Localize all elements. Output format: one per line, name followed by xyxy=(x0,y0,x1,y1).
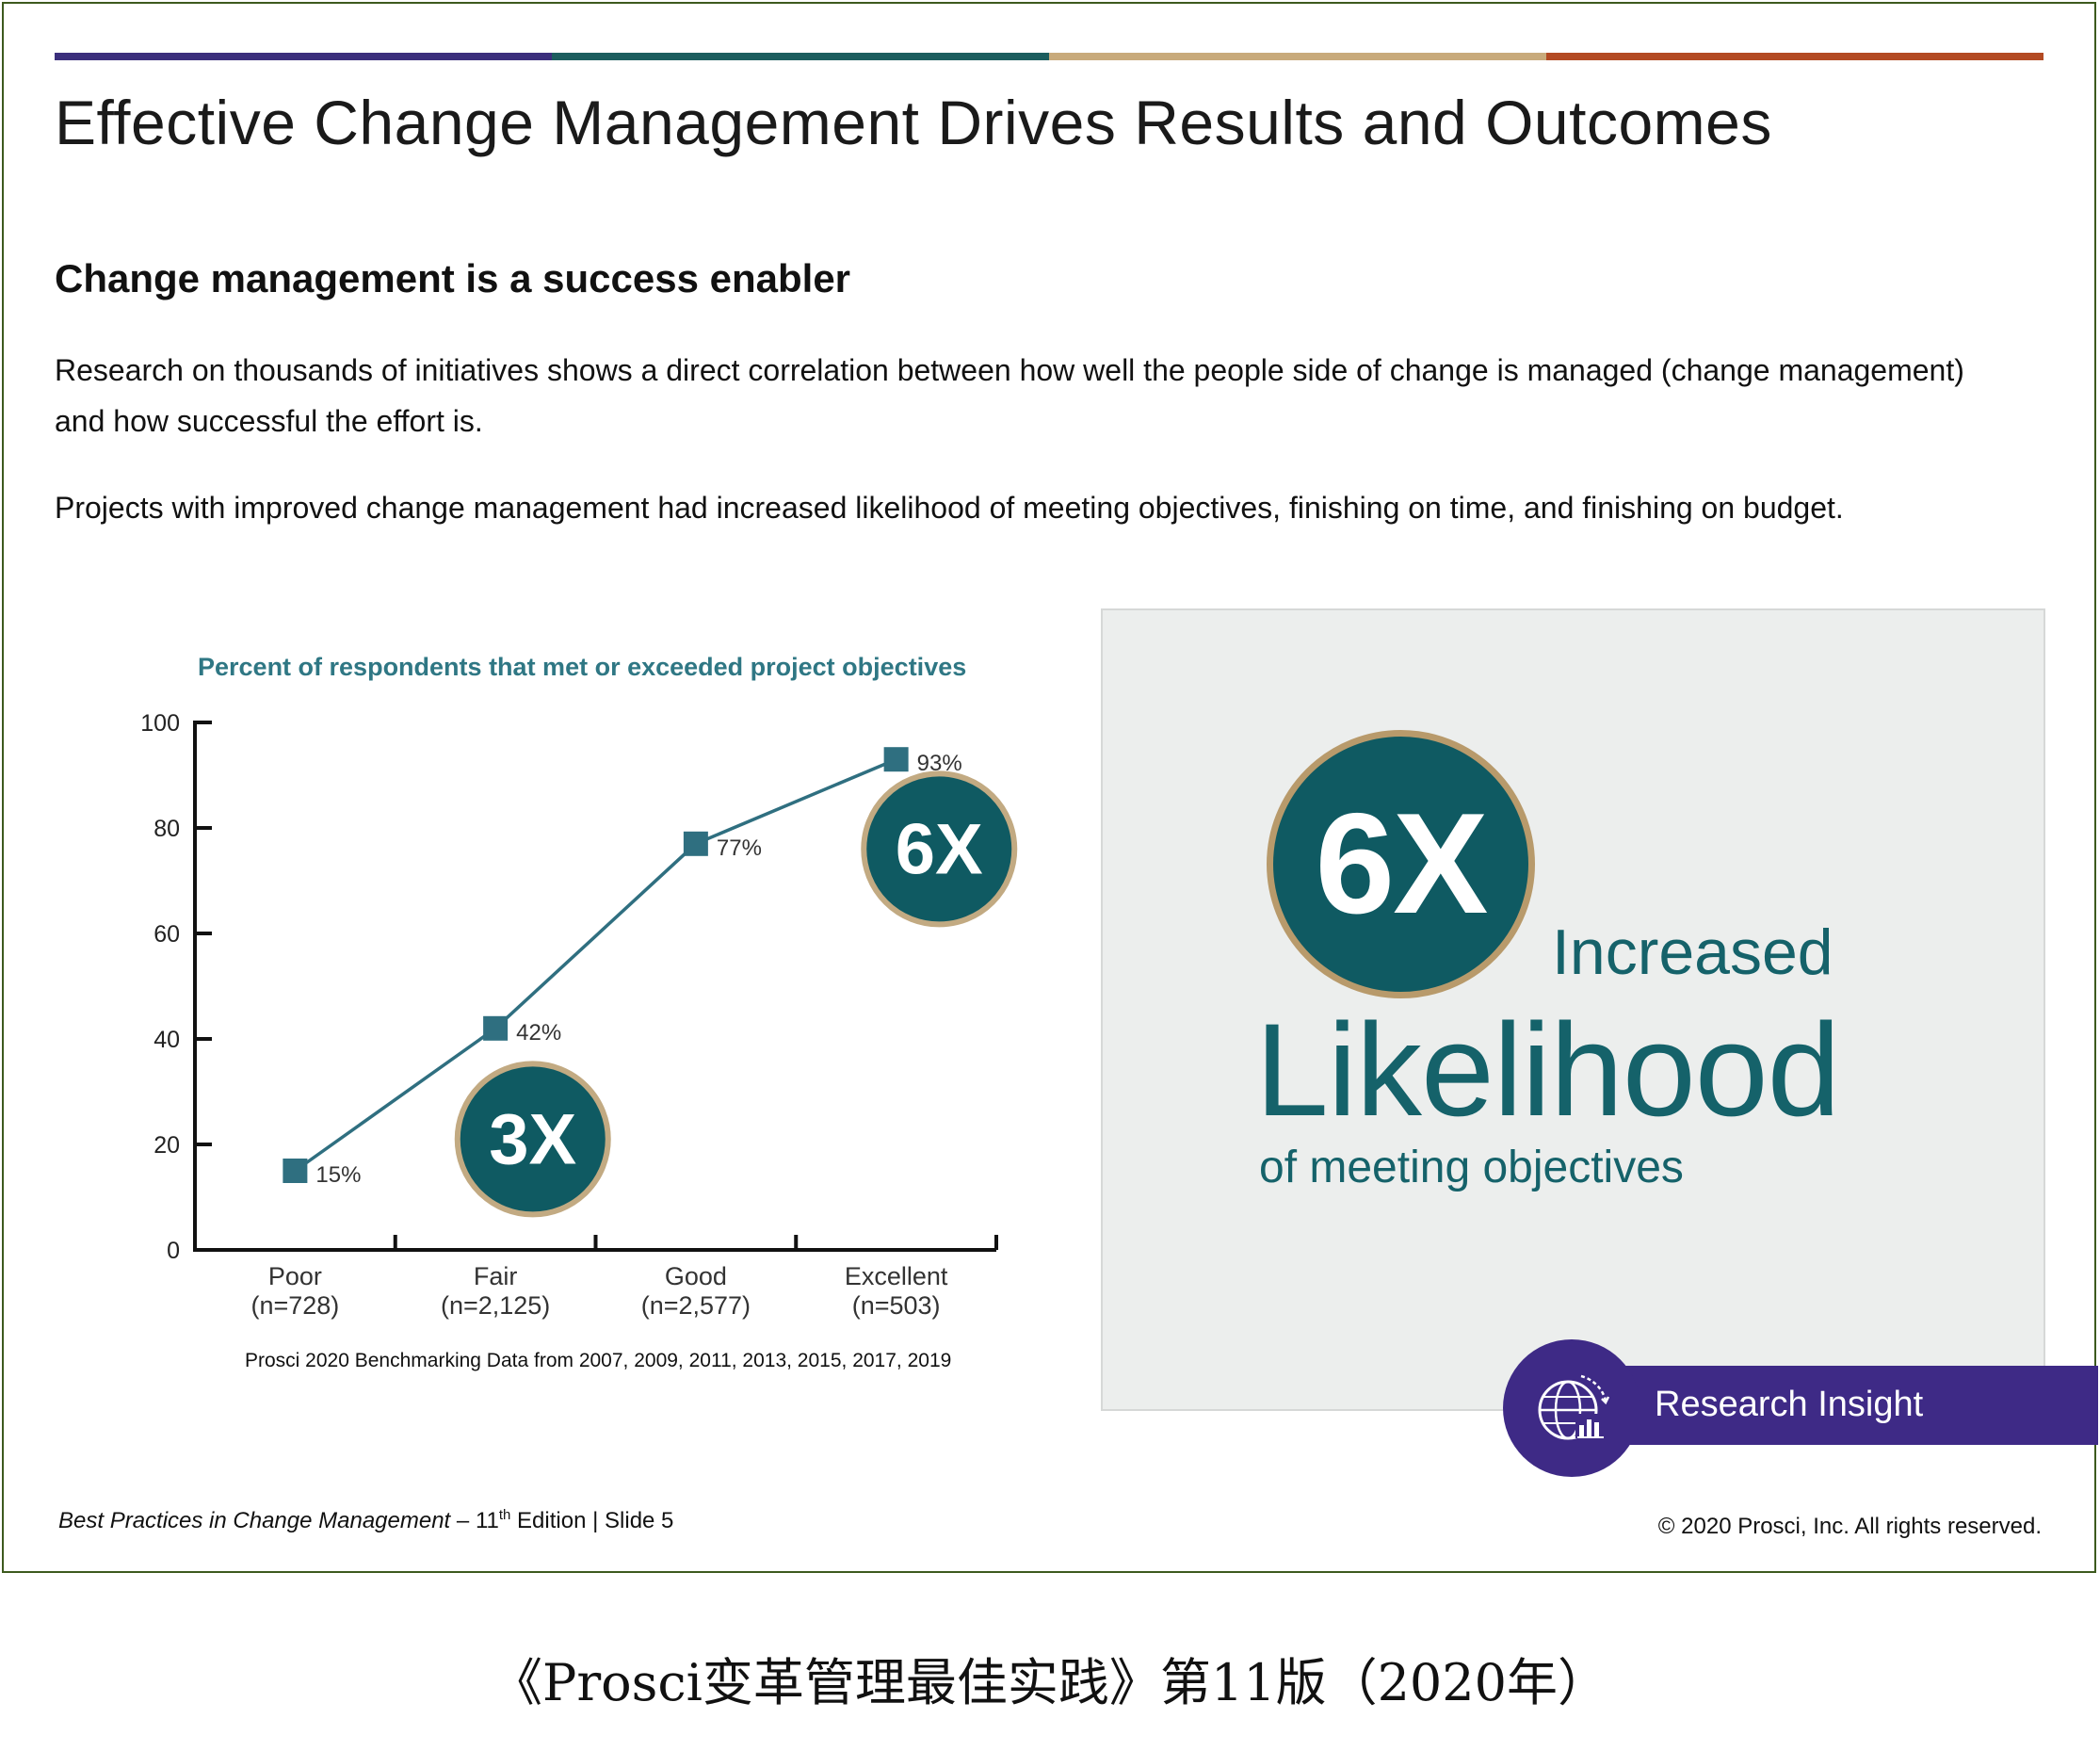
x-tick-count-label: (n=2,125) xyxy=(441,1291,550,1320)
footer-edition-number: 11 xyxy=(475,1508,499,1533)
body-paragraph-2: Projects with improved change management… xyxy=(55,491,1844,525)
footer-edition-suffix: th xyxy=(498,1507,511,1523)
insight-line-objectives: of meeting objectives xyxy=(1259,1143,1684,1192)
research-insight-band xyxy=(1573,1366,2098,1445)
insight-panel xyxy=(1101,608,2045,1411)
y-tick-label: 40 xyxy=(153,1027,180,1053)
insight-line-increased: Increased xyxy=(1552,916,1833,988)
globe-chart-icon xyxy=(1538,1374,1610,1440)
body-paragraph-1: Research on thousands of initiatives sho… xyxy=(55,353,1964,438)
footer-edition-word: Edition xyxy=(517,1508,587,1533)
accent-bar-rust xyxy=(1546,53,2043,60)
x-tick-label: Fair xyxy=(474,1262,518,1290)
data-point-marker xyxy=(283,1159,308,1183)
data-label: 42% xyxy=(516,1020,561,1046)
y-tick-label: 100 xyxy=(140,710,180,737)
y-tick-label: 0 xyxy=(167,1238,180,1264)
y-tick-label: 80 xyxy=(153,816,180,842)
x-tick-count-label: (n=2,577) xyxy=(641,1291,751,1320)
data-point-marker xyxy=(883,747,909,772)
accent-bar-tan xyxy=(1049,53,1546,60)
insight-multiplier: 6X xyxy=(1315,784,1489,944)
annotation-circle xyxy=(861,770,1018,928)
page-title: Effective Change Management Drives Resul… xyxy=(55,88,1772,157)
chart-source-note: Prosci 2020 Benchmarking Data from 2007,… xyxy=(245,1350,952,1371)
footer-dash: – xyxy=(456,1508,470,1533)
x-tick-label: Poor xyxy=(268,1262,322,1290)
section-heading: Change management is a success enabler xyxy=(55,256,851,300)
footer-copyright: © 2020 Prosci, Inc. All rights reserved. xyxy=(1657,1514,2042,1539)
x-tick-label: Excellent xyxy=(845,1262,948,1290)
accent-bar-teal xyxy=(552,53,1049,60)
x-tick-count-label: (n=728) xyxy=(250,1291,339,1320)
footer-publication-title: Best Practices in Change Management xyxy=(58,1508,451,1533)
footer-slide-number: Slide 5 xyxy=(605,1508,674,1533)
annotation-multiplier-label: 6X xyxy=(896,809,983,889)
data-point-marker xyxy=(483,1015,509,1041)
footer-separator: | xyxy=(592,1508,599,1533)
image-caption: 《Prosci变革管理最佳实践》第11版（2020年） xyxy=(491,1653,1609,1712)
x-tick-count-label: (n=503) xyxy=(852,1291,941,1320)
y-tick-label: 60 xyxy=(153,921,180,948)
y-tick-label: 20 xyxy=(153,1132,180,1159)
data-label: 77% xyxy=(717,835,762,861)
annotation-circle xyxy=(454,1061,611,1218)
research-insight-badge xyxy=(1503,1339,1640,1477)
annotation-multiplier-label: 3X xyxy=(489,1099,576,1179)
research-insight-label: Research Insight xyxy=(1655,1385,1924,1424)
insight-multiplier-circle: 6X xyxy=(1267,730,1535,998)
footer-publication: Best Practices in Change Management – 11… xyxy=(58,1507,673,1534)
chart-title: Percent of respondents that met or excee… xyxy=(198,653,967,681)
accent-bar-purple xyxy=(55,53,552,60)
x-tick-label: Good xyxy=(665,1262,727,1290)
insight-line-likelihood: Likelihood xyxy=(1255,996,1840,1143)
data-label: 15% xyxy=(315,1162,361,1188)
series-line xyxy=(294,757,897,1173)
data-point-marker xyxy=(683,831,708,856)
